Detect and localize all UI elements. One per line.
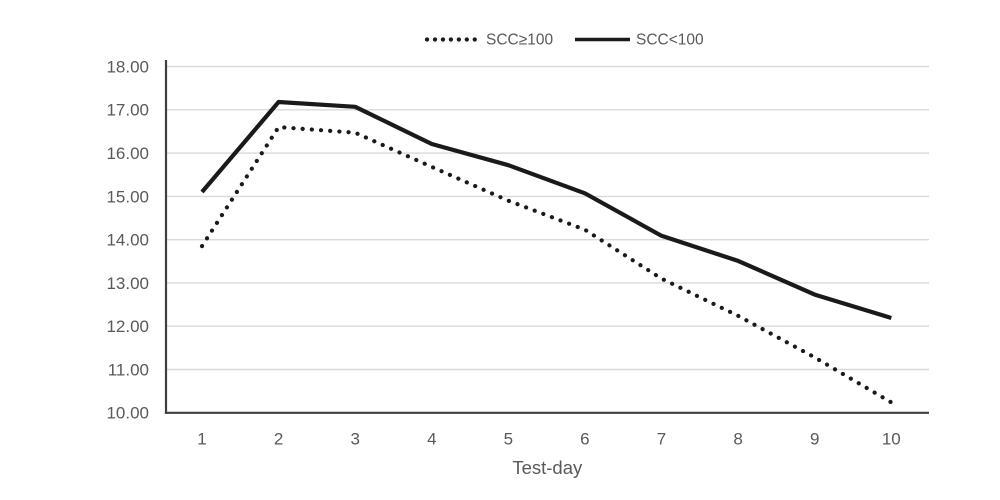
svg-text:SCC<100: SCC<100: [636, 31, 704, 48]
svg-text:6: 6: [580, 430, 589, 449]
svg-text:18.00: 18.00: [106, 57, 149, 76]
svg-text:16.00: 16.00: [106, 144, 149, 163]
svg-text:8: 8: [733, 430, 742, 449]
svg-text:5: 5: [504, 430, 513, 449]
svg-text:SCC≥100: SCC≥100: [486, 31, 553, 48]
svg-text:4: 4: [427, 430, 436, 449]
svg-text:7: 7: [657, 430, 666, 449]
svg-text:Test-day: Test-day: [512, 457, 583, 478]
svg-text:15.00: 15.00: [106, 187, 149, 206]
svg-text:1: 1: [197, 430, 206, 449]
svg-text:11.00: 11.00: [108, 360, 149, 379]
svg-text:3: 3: [350, 430, 359, 449]
svg-text:14.00: 14.00: [106, 231, 149, 250]
svg-text:12.00: 12.00: [106, 317, 149, 336]
svg-text:17.00: 17.00: [106, 101, 149, 120]
svg-text:2: 2: [274, 430, 283, 449]
svg-text:13.00: 13.00: [106, 274, 149, 293]
svg-text:10.00: 10.00: [106, 404, 149, 423]
svg-text:9: 9: [810, 430, 819, 449]
svg-text:10: 10: [882, 430, 901, 449]
